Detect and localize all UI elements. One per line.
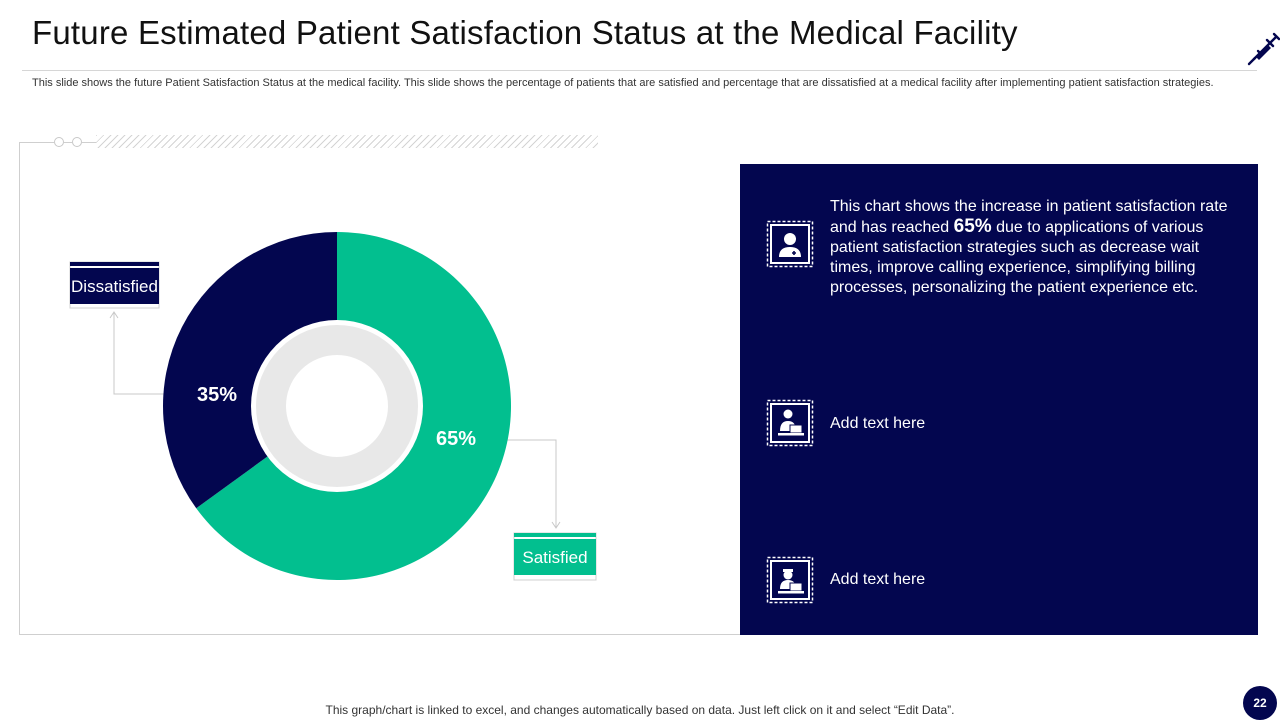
donut-chart[interactable]: 35% 65% Dissatisfied Satisfied	[0, 0, 740, 650]
legend-label-dissatisfied: Dissatisfied	[71, 277, 158, 296]
info-panel: This chart shows the increase in patient…	[740, 164, 1258, 635]
chart-frame-left	[19, 142, 20, 635]
chart-frame-bottom	[19, 634, 740, 635]
legend-bar-satisfied	[514, 533, 596, 537]
donut-slice-dissatisfied[interactable]	[163, 232, 337, 509]
panel-text-2[interactable]: Add text here	[830, 415, 926, 432]
legend-swatch-dissatisfied	[70, 268, 159, 304]
doctor-laptop-icon	[766, 399, 814, 447]
doctor-icon	[766, 220, 814, 268]
slide-title: Future Estimated Patient Satisfaction St…	[32, 14, 1018, 51]
legend-bar-dissatisfied	[70, 262, 159, 266]
chart-frame-top	[64, 142, 72, 143]
nurse-laptop-icon	[766, 556, 814, 604]
page-number: 22	[1243, 686, 1277, 720]
decorative-hatch	[96, 135, 598, 148]
highlight-percent: 65%	[953, 216, 992, 237]
panel-text-3[interactable]: Add text here	[830, 571, 926, 588]
chart-frame-top	[82, 142, 96, 143]
legend-label-satisfied: Satisfied	[522, 548, 587, 567]
data-label-dissatisfied: 35%	[197, 384, 237, 406]
chart-frame-top	[19, 142, 54, 143]
panel-text-main: This chart shows the increase in patient…	[830, 198, 1228, 296]
title-divider	[22, 70, 1257, 71]
donut-inner-ring	[256, 325, 418, 487]
slide-description: This slide shows the future Patient Sati…	[32, 77, 1214, 89]
legend-swatch-satisfied	[514, 539, 596, 575]
data-label-satisfied: 65%	[436, 428, 476, 450]
syringe-icon	[1247, 32, 1280, 66]
footnote: This graph/chart is linked to excel, and…	[325, 703, 955, 717]
